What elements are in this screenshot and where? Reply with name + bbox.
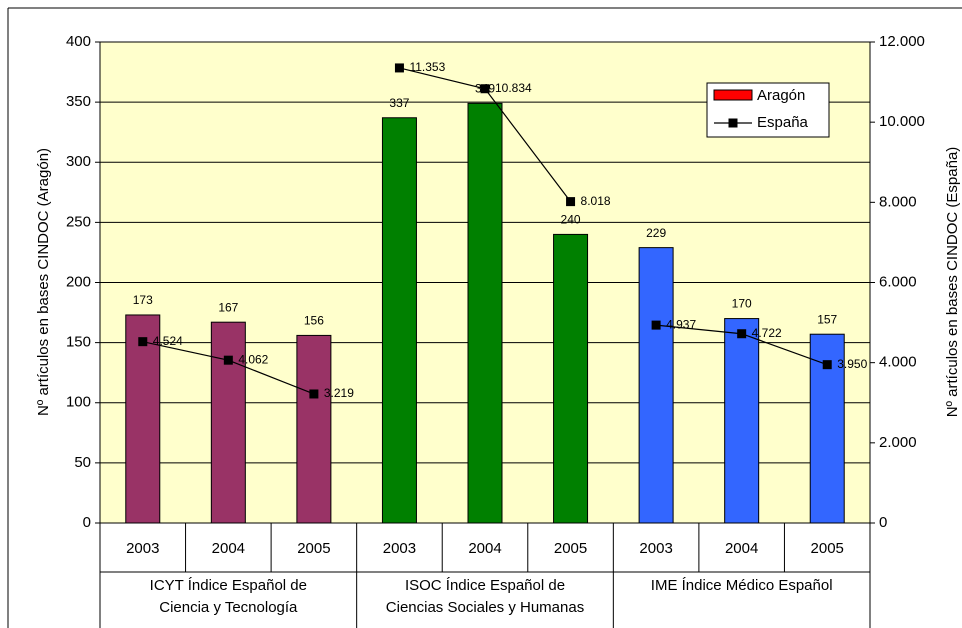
- line-marker: [309, 389, 319, 399]
- y-tick-label: 350: [66, 93, 91, 110]
- bar-value-label: 157: [817, 312, 837, 326]
- bar-value-label: 337: [389, 96, 409, 110]
- bar: [467, 102, 503, 524]
- line-marker: [480, 84, 490, 94]
- group-label: IME Índice Médico Español: [651, 577, 833, 594]
- y2-tick-label: 8.000: [879, 193, 917, 210]
- y-tick-label: 150: [66, 334, 91, 351]
- x-tick-label: 2003: [126, 540, 159, 557]
- x-tick-label: 2004: [212, 540, 245, 557]
- line-value-label: 3.219: [324, 386, 354, 400]
- legend-label: España: [757, 114, 809, 131]
- line-value-label: 11.353: [409, 60, 445, 74]
- y2-tick-label: 0: [879, 514, 887, 531]
- bar-value-label: 173: [133, 293, 153, 307]
- bar-value-label: 167: [218, 300, 238, 314]
- y2-tick-label: 12.000: [879, 33, 925, 50]
- y-tick-label: 300: [66, 153, 91, 170]
- group-label: Ciencia y Tecnología: [159, 599, 298, 616]
- line-value-label: 4.524: [153, 334, 183, 348]
- group-label: Ciencias Sociales y Humanas: [386, 599, 584, 616]
- group-label: ICYT Índice Español de: [150, 577, 307, 594]
- y2-tick-label: 6.000: [879, 273, 917, 290]
- line-marker: [822, 360, 832, 370]
- y-axis-title: Nº artículos en bases CINDOC (Aragón): [35, 148, 52, 416]
- line-value-label: 4.722: [752, 326, 782, 340]
- line-marker: [737, 329, 747, 339]
- y2-axis-title: Nº artículos en bases CINDOC (España): [944, 147, 961, 418]
- bar: [381, 117, 417, 524]
- legend-swatch: [728, 118, 738, 128]
- line-marker: [651, 320, 661, 330]
- line-marker: [566, 197, 576, 207]
- bar: [553, 233, 589, 524]
- y-tick-label: 100: [66, 394, 91, 411]
- legend-swatch: [713, 89, 753, 101]
- y-tick-label: 400: [66, 33, 91, 50]
- bar: [724, 318, 760, 524]
- x-tick-label: 2004: [725, 540, 758, 557]
- x-tick-label: 2005: [554, 540, 587, 557]
- legend-label: Aragón: [757, 87, 805, 104]
- bar-value-label: 156: [304, 314, 324, 328]
- x-tick-label: 2004: [468, 540, 501, 557]
- y2-tick-label: 10.000: [879, 113, 925, 130]
- x-tick-label: 2003: [639, 540, 672, 557]
- line-value-label: 4.937: [666, 317, 696, 331]
- bar-value-label: 240: [561, 213, 581, 227]
- y2-tick-label: 4.000: [879, 354, 917, 371]
- line-marker: [223, 355, 233, 365]
- bar-value-label: 229: [646, 226, 666, 240]
- line-value-label: 3.950: [837, 357, 867, 371]
- line-value-label: 8.018: [581, 194, 611, 208]
- bar: [125, 314, 161, 524]
- y-tick-label: 200: [66, 273, 91, 290]
- x-tick-label: 2005: [297, 540, 330, 557]
- x-tick-label: 2005: [811, 540, 844, 557]
- line-value-label: 10.834: [495, 81, 532, 95]
- x-tick-label: 2003: [383, 540, 416, 557]
- bar: [638, 247, 674, 524]
- bar-value-label: 170: [732, 297, 752, 311]
- group-label: ISOC Índice Español de: [405, 577, 565, 594]
- y-tick-label: 0: [83, 514, 91, 531]
- bar: [210, 321, 246, 524]
- y2-tick-label: 2.000: [879, 434, 917, 451]
- line-marker: [394, 63, 404, 73]
- line-marker: [138, 337, 148, 347]
- y-tick-label: 50: [74, 454, 91, 471]
- y-tick-label: 250: [66, 213, 91, 230]
- line-value-label: 4.062: [238, 352, 268, 366]
- bar: [296, 334, 332, 524]
